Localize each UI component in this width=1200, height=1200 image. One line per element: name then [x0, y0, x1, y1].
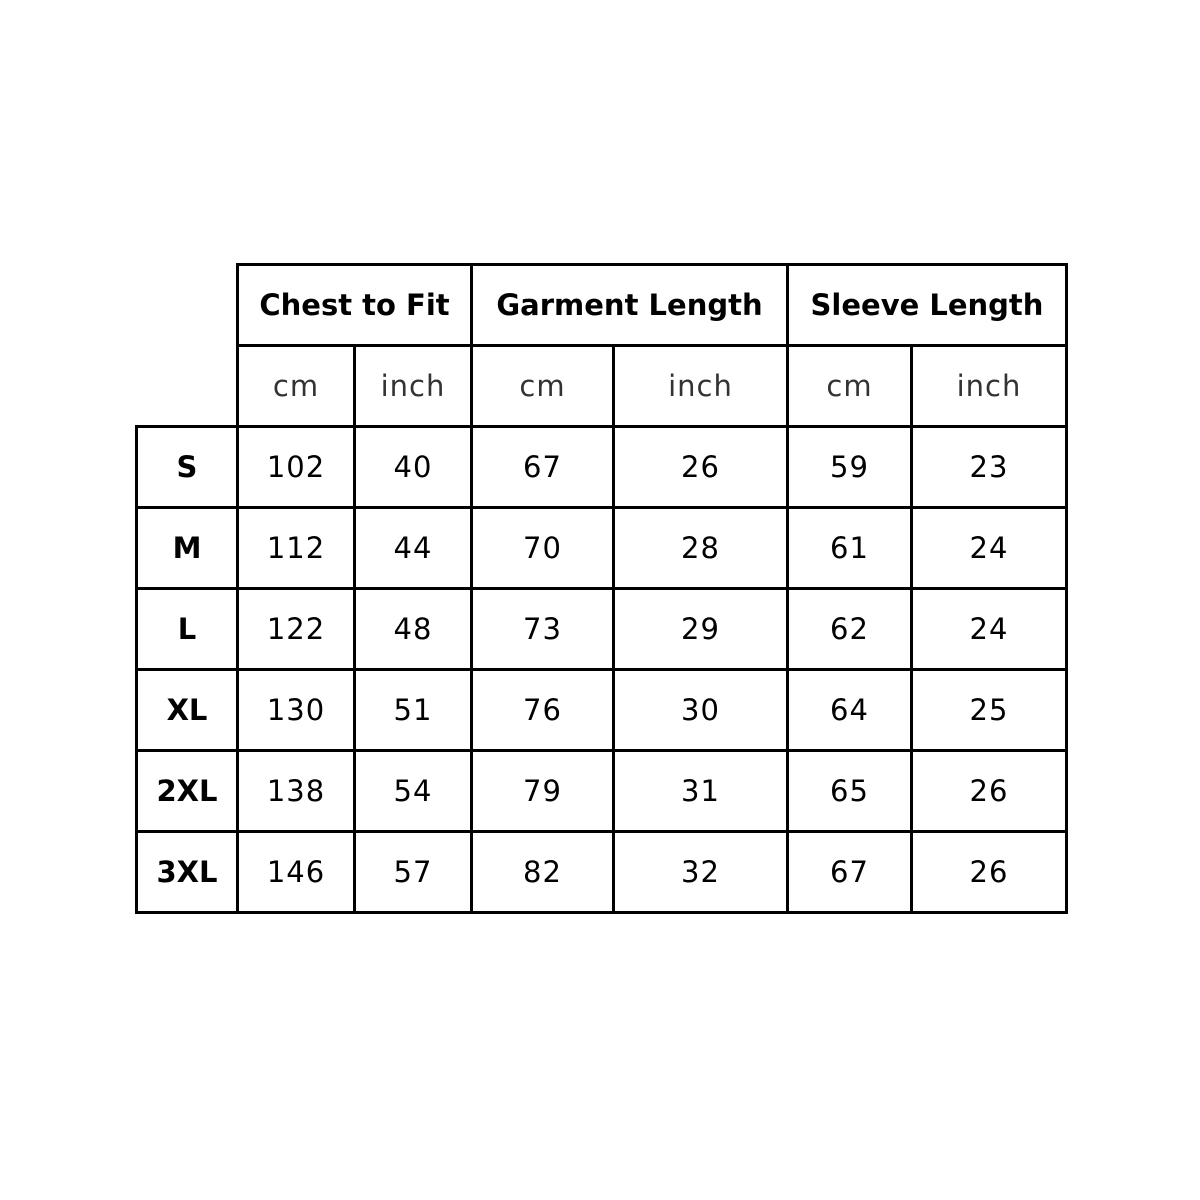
measurement-cell: 24: [910, 587, 1068, 671]
measurement-cell: 82: [470, 830, 615, 914]
measurement-cell: 67: [470, 425, 615, 509]
size-chart-table: Chest to Fit Garment Length Sleeve Lengt…: [135, 263, 1068, 914]
header-chest-to-fit: Chest to Fit: [236, 263, 473, 347]
measurement-cell: 25: [910, 668, 1068, 752]
size-label: S: [135, 425, 239, 509]
measurement-cell: 79: [470, 749, 615, 833]
measurement-cell: 73: [470, 587, 615, 671]
measurement-cell: 130: [236, 668, 356, 752]
measurement-cell: 76: [470, 668, 615, 752]
measurement-cell: 44: [353, 506, 473, 590]
table-row: 2XL 138 54 79 31 65 26: [135, 749, 1068, 833]
measurement-cell: 23: [910, 425, 1068, 509]
measurement-cell: 29: [612, 587, 789, 671]
measurement-cell: 102: [236, 425, 356, 509]
measurement-cell: 51: [353, 668, 473, 752]
size-label: L: [135, 587, 239, 671]
table-row: 3XL 146 57 82 32 67 26: [135, 830, 1068, 914]
measurement-cell: 70: [470, 506, 615, 590]
measurement-cell: 26: [910, 830, 1068, 914]
unit-header: cm: [236, 344, 356, 428]
measurement-cell: 65: [786, 749, 913, 833]
measurement-cell: 59: [786, 425, 913, 509]
table-row: XL 130 51 76 30 64 25: [135, 668, 1068, 752]
group-header-row: Chest to Fit Garment Length Sleeve Lengt…: [136, 263, 1068, 428]
measurement-cell: 40: [353, 425, 473, 509]
measurement-cell: 64: [786, 668, 913, 752]
table-row: L 122 48 73 29 62 24: [135, 587, 1068, 671]
size-label: XL: [135, 668, 239, 752]
unit-header: inch: [353, 344, 473, 428]
table-row: S 102 40 67 26 59 23: [135, 425, 1068, 509]
measurement-cell: 146: [236, 830, 356, 914]
unit-header: inch: [910, 344, 1068, 428]
size-label: 2XL: [135, 749, 239, 833]
measurement-cell: 28: [612, 506, 789, 590]
size-label: M: [135, 506, 239, 590]
measurement-cell: 112: [236, 506, 356, 590]
measurement-cell: 48: [353, 587, 473, 671]
measurement-cell: 26: [612, 425, 789, 509]
unit-header: cm: [470, 344, 615, 428]
measurement-cell: 32: [612, 830, 789, 914]
header-sleeve-length: Sleeve Length: [786, 263, 1068, 347]
measurement-cell: 62: [786, 587, 913, 671]
unit-header: inch: [612, 344, 789, 428]
corner-empty-cell: [136, 264, 239, 428]
measurement-cell: 54: [353, 749, 473, 833]
measurement-cell: 138: [236, 749, 356, 833]
measurement-cell: 30: [612, 668, 789, 752]
size-label: 3XL: [135, 830, 239, 914]
unit-header-row: cm inch cm inch cm inch: [137, 344, 1068, 428]
header-garment-length: Garment Length: [470, 263, 789, 347]
measurement-cell: 61: [786, 506, 913, 590]
measurement-cell: 67: [786, 830, 913, 914]
measurement-cell: 26: [910, 749, 1068, 833]
measurement-cell: 57: [353, 830, 473, 914]
measurement-cell: 122: [236, 587, 356, 671]
measurement-cell: 24: [910, 506, 1068, 590]
table-row: M 112 44 70 28 61 24: [135, 506, 1068, 590]
measurement-cell: 31: [612, 749, 789, 833]
unit-header: cm: [786, 344, 913, 428]
